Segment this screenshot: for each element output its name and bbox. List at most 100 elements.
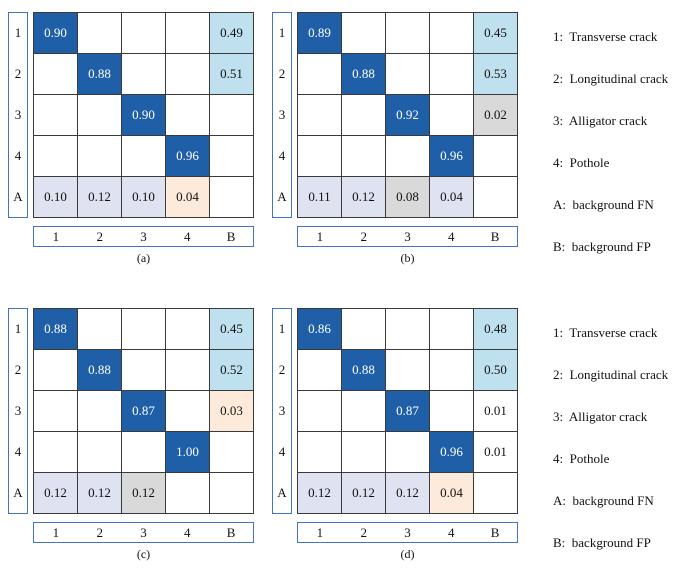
col-axis-label: 1 [52, 524, 60, 540]
legend-item: 4: Pothole [553, 155, 610, 170]
row-label-box: 1 2 3 4 A [272, 308, 292, 514]
matrix-cell: 0.88 [78, 350, 122, 391]
matrix-cell: 0.90 [122, 95, 166, 136]
matrix-cell: 0.87 [122, 391, 166, 432]
matrix-cell [342, 309, 386, 350]
matrix-cell: 0.04 [430, 177, 474, 218]
row-axis-label: 2 [14, 362, 22, 378]
matrix-cell [122, 54, 166, 95]
matrix-cell [386, 350, 430, 391]
col-label-box: 1 2 3 4 B [33, 522, 254, 543]
matrix-cell [474, 473, 518, 514]
matrix-cell [78, 136, 122, 177]
matrix-cell [386, 136, 430, 177]
col-axis-label: B [490, 524, 500, 540]
row-axis-label: 2 [278, 362, 286, 378]
matrix-cell [34, 136, 78, 177]
matrix-cell [210, 432, 254, 473]
matrix-cell: 0.01 [474, 432, 518, 473]
row-axis-label: 2 [278, 66, 286, 82]
col-axis-label: 1 [52, 228, 60, 244]
legend-item: B: background FP [553, 239, 651, 254]
row-label-box: 1 2 3 4 A [8, 308, 28, 514]
matrix-cell: 0.01 [474, 391, 518, 432]
matrix-cell [122, 432, 166, 473]
matrix-cell [474, 136, 518, 177]
matrix-grid: 0.86 0.48 0.88 0.50 0.87 0.01 0.96 0.01 0.12 0.12… [297, 308, 518, 514]
matrix-cell [166, 473, 210, 514]
matrix-cell [122, 350, 166, 391]
legend: 1: Transverse crack 2: Longitudinal crack… [553, 16, 677, 268]
matrix-cell: 0.08 [386, 177, 430, 218]
matrix-cell [166, 391, 210, 432]
panel-caption: (b) [400, 251, 415, 265]
matrix-cell: 0.88 [78, 54, 122, 95]
matrix-cell [210, 177, 254, 218]
col-axis-label: B [226, 228, 236, 244]
matrix-cell: 0.04 [430, 473, 474, 514]
col-axis-label: 3 [140, 524, 147, 540]
matrix-cell: 0.90 [34, 13, 78, 54]
matrix-cell [34, 432, 78, 473]
matrix-cell: 0.96 [430, 136, 474, 177]
matrix-grid: 0.90 0.49 0.88 0.51 0.90 0.96 0.10 0.12 0.10 0.04 [33, 12, 254, 218]
legend-item: 3: Alligator crack [553, 409, 648, 424]
col-axis-label: 3 [404, 228, 411, 244]
matrix-cell: 0.03 [210, 391, 254, 432]
matrix-cell [342, 136, 386, 177]
row-axis-label: 3 [278, 106, 286, 122]
matrix-cell [386, 54, 430, 95]
col-axis-label: 4 [448, 228, 455, 244]
row-axis-label: 4 [278, 443, 286, 459]
row-axis-label: 2 [14, 66, 22, 82]
matrix-cell: 0.51 [210, 54, 254, 95]
matrix-cell [386, 309, 430, 350]
row-axis-label: A [13, 484, 23, 500]
col-label-box: 1 2 3 4 B [297, 522, 518, 543]
matrix-cell: 0.52 [210, 350, 254, 391]
matrix-cell: 0.49 [210, 13, 254, 54]
matrix-cell [386, 13, 430, 54]
matrix-cell [298, 350, 342, 391]
row-axis-label: A [277, 188, 287, 204]
matrix-cell [342, 13, 386, 54]
matrix-cell: 0.88 [34, 309, 78, 350]
matrix-cell: 0.10 [34, 177, 78, 218]
row-axis-label: A [277, 484, 287, 500]
matrix-cell: 0.12 [342, 473, 386, 514]
matrix-cell: 0.11 [298, 177, 342, 218]
matrix-cell [386, 432, 430, 473]
matrix-cell [210, 95, 254, 136]
matrix-cell [430, 13, 474, 54]
matrix-cell [430, 391, 474, 432]
matrix-cell: 0.48 [474, 309, 518, 350]
col-axis-label: 2 [360, 228, 367, 244]
matrix-cell [298, 54, 342, 95]
matrix-cell [166, 309, 210, 350]
matrix-cell [298, 136, 342, 177]
legend-item: A: background FN [553, 197, 654, 212]
matrix-cell [34, 391, 78, 432]
matrix-cell [78, 309, 122, 350]
panel-caption: (a) [136, 251, 151, 265]
legend-item: 2: Longitudinal crack [553, 367, 669, 382]
col-axis-label: 3 [140, 228, 147, 244]
matrix-cell [166, 54, 210, 95]
row-axis-label: 3 [278, 402, 286, 418]
matrix-cell: 0.88 [342, 350, 386, 391]
col-label-box: 1 2 3 4 B [297, 226, 518, 247]
matrix-cell [298, 391, 342, 432]
matrix-cell: 0.12 [386, 473, 430, 514]
matrix-cell: 0.96 [166, 136, 210, 177]
row-axis-label: 1 [278, 25, 286, 41]
matrix-cell: 0.12 [78, 177, 122, 218]
matrix-cell [474, 177, 518, 218]
matrix-cell: 1.00 [166, 432, 210, 473]
matrix-cell: 0.12 [34, 473, 78, 514]
row-axis-label: 1 [278, 321, 286, 337]
matrix-cell [298, 95, 342, 136]
matrix-grid: 0.88 0.45 0.88 0.52 0.87 0.03 1.00 0.12 0.12 0.12 [33, 308, 254, 514]
col-axis-label: B [226, 524, 236, 540]
